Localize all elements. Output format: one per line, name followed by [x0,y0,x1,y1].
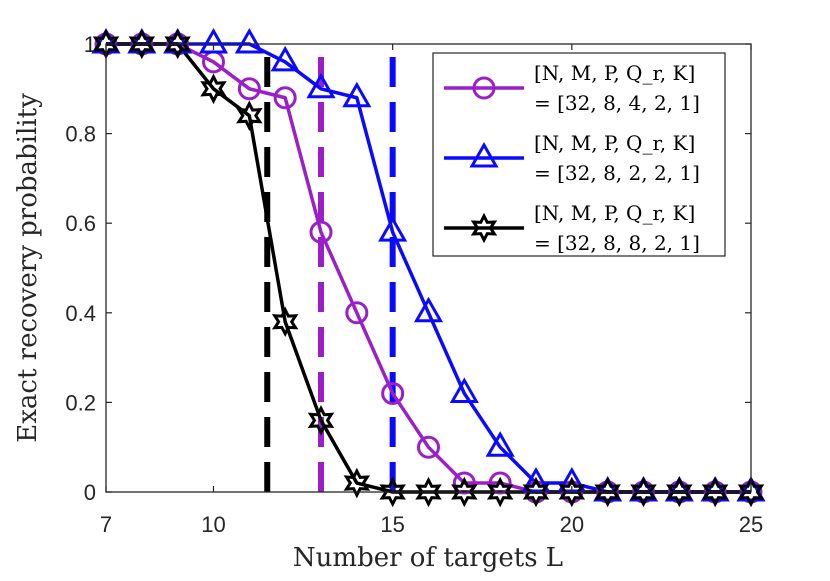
y-tick-label: 0.2 [65,390,96,415]
data-point-series-1 [521,467,551,493]
data-point-series-2 [558,476,586,508]
data-point-series-1 [127,27,157,54]
x-tick-label: 15 [380,512,404,537]
data-point-series-2 [737,476,765,508]
data-point-series-0 [381,381,405,405]
data-point-series-2 [630,476,657,508]
data-point-series-1 [198,27,229,54]
data-point-series-1 [378,216,408,242]
y-tick-label: 0.4 [65,301,96,326]
data-point-series-1 [736,475,766,502]
data-point-series-2 [164,28,191,60]
data-point-series-1 [413,296,444,323]
data-point-series-2 [415,476,442,508]
tick-labels: 7 10 15 20 25 0 0.2 0.4 0.6 0.8 1 [65,32,763,537]
data-point-series-0 [417,435,440,459]
legend-entry-line1: [N, M, P, Q_r, K] [534,131,695,155]
x-tick-label: 20 [560,512,584,537]
data-point-series-2 [271,306,299,338]
data-point-series-1 [664,475,694,502]
data-point-series-2 [486,476,514,508]
legend-entry-line2: = [32, 8, 4, 2, 1] [534,91,700,115]
data-point-series-2 [701,476,729,508]
data-point-series-0 [309,220,333,244]
legend-entry-line1: [N, M, P, Q_r, K] [534,61,695,85]
data-point-series-2 [200,73,227,105]
data-point-series-1 [449,377,479,403]
data-point-series-0 [452,471,476,495]
data-point-series-2 [379,476,406,508]
data-point-series-0 [273,86,297,110]
x-tick-label: 10 [201,512,225,537]
data-point-series-2 [522,476,550,508]
data-point-series-1 [593,475,623,502]
legend-marker-0 [472,76,496,100]
x-axis-label: Number of targets L [293,543,563,573]
data-point-series-2 [451,476,478,508]
data-point-series-0 [237,77,261,101]
legend-marker-2 [470,212,498,244]
data-point-series-1 [234,27,264,54]
y-axis-label: Exact recovery probability [13,93,43,443]
x-tick-label: 7 [100,512,112,537]
data-point-series-1 [270,45,300,72]
data-point-series-1 [306,72,336,99]
data-point-series-2 [236,100,263,131]
data-point-series-1 [628,475,659,502]
data-point-series-2 [128,28,156,60]
data-point-series-1 [485,431,515,457]
y-tick-label: 0.6 [65,211,96,236]
plot-frame [105,43,752,493]
legend-marker-1 [469,141,499,168]
data-point-series-1 [342,81,372,108]
x-tick-label: 25 [739,512,763,537]
data-point-series-2 [343,467,371,499]
data-point-series-2 [666,476,693,508]
y-tick-label: 1 [84,32,96,57]
legend: [N, M, P, Q_r, K] = [32, 8, 4, 2, 1] [N, M… [432,52,726,257]
y-tick-label: 0 [84,480,96,505]
data-point-series-2 [307,405,335,436]
legend-entry-line2: = [32, 8, 2, 2, 1] [534,161,700,185]
data-point-series-1 [163,27,193,54]
data-point-series-1 [700,475,730,502]
data-point-series-0 [345,301,369,325]
legend-entry-line1: [N, M, P, Q_r, K] [534,201,695,225]
data-point-series-0 [488,471,512,495]
data-point-series-2 [594,476,621,508]
y-tick-label: 0.8 [65,122,96,147]
legend-entry-line2: = [32, 8, 8, 2, 1] [534,231,700,255]
